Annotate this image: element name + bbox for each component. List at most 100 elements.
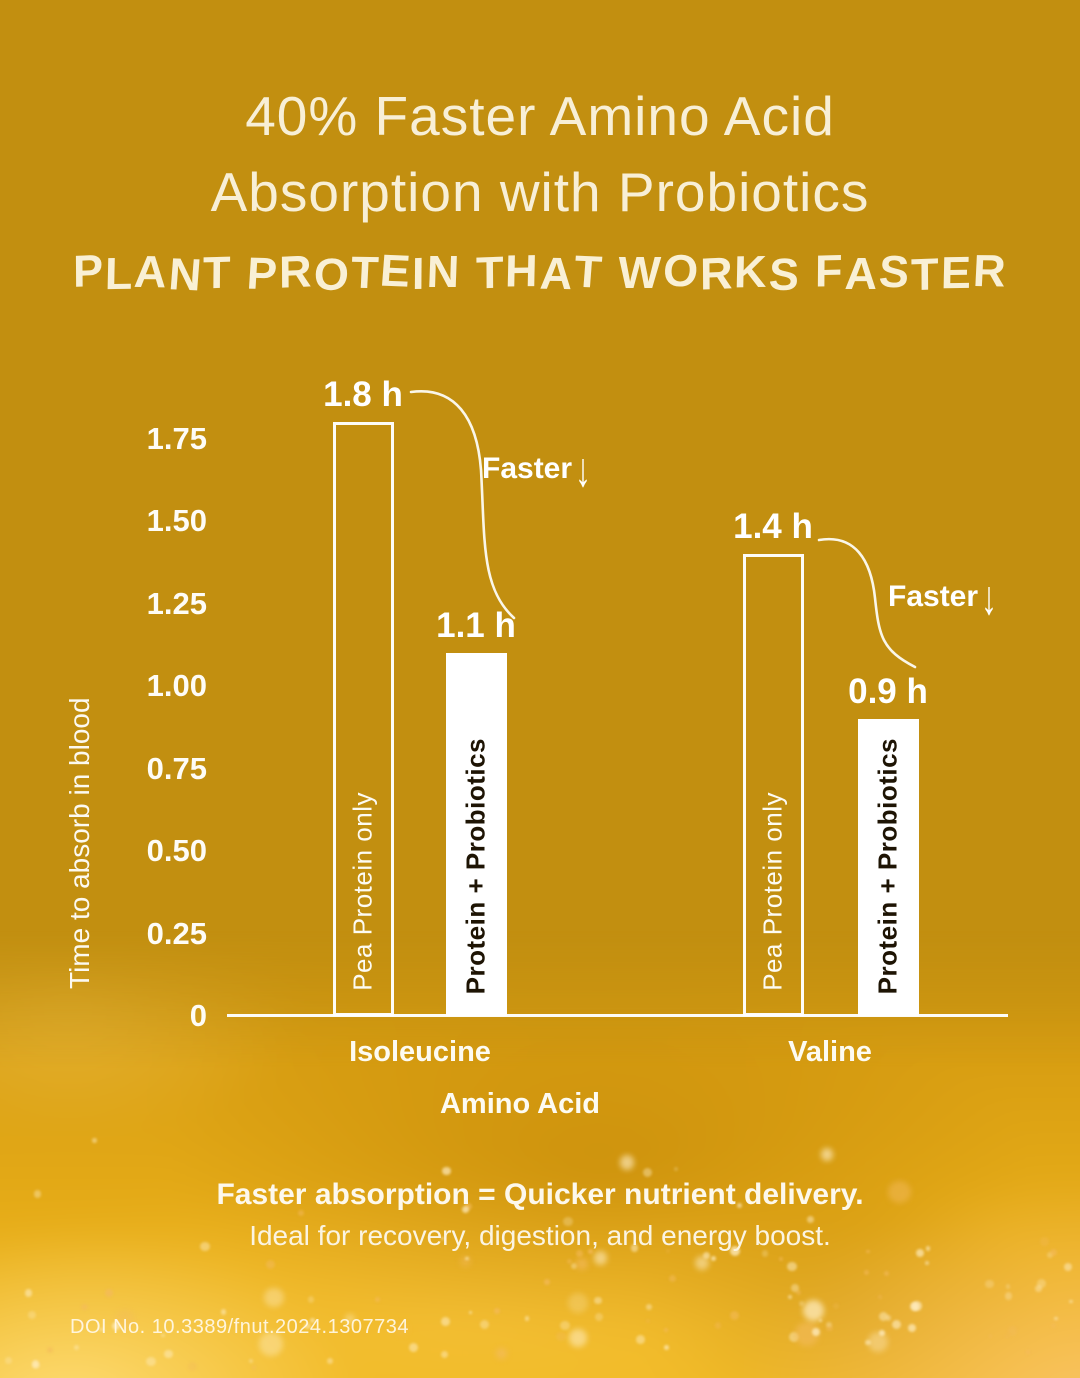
bar-value-label: 0.9 h — [848, 672, 928, 711]
y-tick-label: 1.50 — [146, 503, 207, 538]
granule — [916, 1249, 925, 1258]
bar-isoleucine-pea-protein-only: Pea Protein only — [332, 422, 394, 1016]
granule — [1025, 1349, 1031, 1355]
granule — [27, 1311, 36, 1320]
granule — [985, 1280, 994, 1289]
y-tick-label: 1.75 — [146, 420, 207, 456]
granule — [251, 1365, 257, 1371]
granule — [327, 1357, 334, 1364]
bar-value-label: 1.4 h — [733, 507, 813, 546]
title-line-1: 40% Faster Amino Acid — [245, 85, 835, 147]
y-tick-label: 0.25 — [146, 915, 207, 951]
granule — [988, 1334, 993, 1338]
granule — [907, 1323, 917, 1333]
granule — [635, 1334, 645, 1344]
granule — [1063, 1263, 1072, 1271]
x-axis-line — [227, 1014, 1008, 1017]
granule — [593, 1251, 608, 1265]
granule — [248, 1358, 254, 1364]
granule — [493, 1308, 500, 1314]
granule — [298, 1209, 305, 1216]
granule — [664, 1328, 669, 1333]
granule — [863, 1270, 869, 1276]
bar-valine-protein-plus-probiotics: Protein + Probiotics — [857, 719, 919, 1016]
granule — [441, 1316, 450, 1326]
y-tick-label: 1.00 — [146, 668, 207, 703]
granule — [762, 1250, 769, 1257]
granule — [826, 1324, 833, 1332]
granule — [1040, 1237, 1049, 1247]
granule — [408, 1343, 418, 1353]
granule — [104, 1288, 114, 1297]
down-arrow-icon: ↓ — [981, 570, 998, 625]
granule — [866, 1249, 870, 1254]
granule — [888, 1180, 912, 1204]
granule — [570, 1262, 578, 1270]
granule — [669, 1274, 677, 1282]
granule — [161, 1333, 166, 1338]
granule — [47, 1346, 54, 1353]
granule — [200, 1241, 210, 1252]
granule — [594, 1313, 603, 1322]
granule — [790, 1283, 799, 1292]
granule — [468, 1310, 472, 1315]
x-axis-label: Amino Acid — [439, 1088, 601, 1120]
granule — [703, 1251, 711, 1259]
category-label-valine: Valine — [788, 1036, 872, 1068]
granule — [812, 1327, 821, 1336]
granule — [642, 1168, 652, 1178]
powder-specks — [0, 930, 1080, 1378]
granule — [265, 1259, 276, 1270]
granule — [673, 1167, 679, 1172]
bar-series-label: Pea Protein only — [757, 792, 788, 991]
granule — [563, 1216, 573, 1226]
granule — [4, 1357, 12, 1364]
faster-annotation-isoleucine: Faster ↓ — [482, 442, 591, 496]
granule — [799, 1301, 804, 1306]
y-tick-label: 0.50 — [146, 833, 207, 868]
granule — [304, 1322, 311, 1329]
granule — [81, 1304, 88, 1311]
granule — [544, 1279, 550, 1285]
y-tick-label: 0.75 — [146, 750, 207, 786]
granule — [645, 1304, 652, 1310]
granule — [307, 1296, 315, 1303]
granule — [112, 1321, 121, 1330]
granule — [788, 1331, 799, 1342]
granule — [375, 1297, 381, 1302]
granule — [1005, 1334, 1009, 1339]
granule — [868, 1332, 889, 1353]
granule — [164, 1350, 173, 1359]
bar-series-label: Protein + Probiotics — [460, 737, 491, 994]
faster-label: Faster — [482, 451, 573, 485]
granule — [496, 1347, 508, 1359]
granule — [560, 1320, 570, 1330]
granule — [24, 1289, 32, 1297]
bar-series-label: Pea Protein only — [347, 792, 378, 991]
granule — [461, 1205, 470, 1214]
category-label-isoleucine: Isoleucine — [349, 1036, 491, 1068]
granule — [787, 1261, 797, 1272]
y-tick-label: 0 — [189, 998, 207, 1033]
granule — [575, 1249, 584, 1257]
granule — [74, 1344, 79, 1350]
granule — [818, 1318, 822, 1322]
granule — [441, 1166, 451, 1176]
granule — [1005, 1283, 1011, 1289]
granule — [524, 1316, 529, 1321]
granule — [1035, 1285, 1042, 1293]
granule — [885, 1315, 892, 1321]
granule — [832, 1302, 839, 1309]
granule — [310, 1317, 316, 1324]
granule — [146, 1356, 156, 1366]
y-tick-label: 1.25 — [146, 585, 207, 621]
granule — [1049, 1249, 1057, 1257]
granule — [465, 1203, 473, 1211]
granule — [220, 1309, 226, 1315]
granule — [480, 1320, 490, 1330]
granule — [630, 1244, 638, 1252]
faster-curve-isoleucine — [409, 389, 516, 620]
granule — [879, 1311, 889, 1321]
granule — [440, 1350, 449, 1359]
granule — [345, 1313, 356, 1324]
